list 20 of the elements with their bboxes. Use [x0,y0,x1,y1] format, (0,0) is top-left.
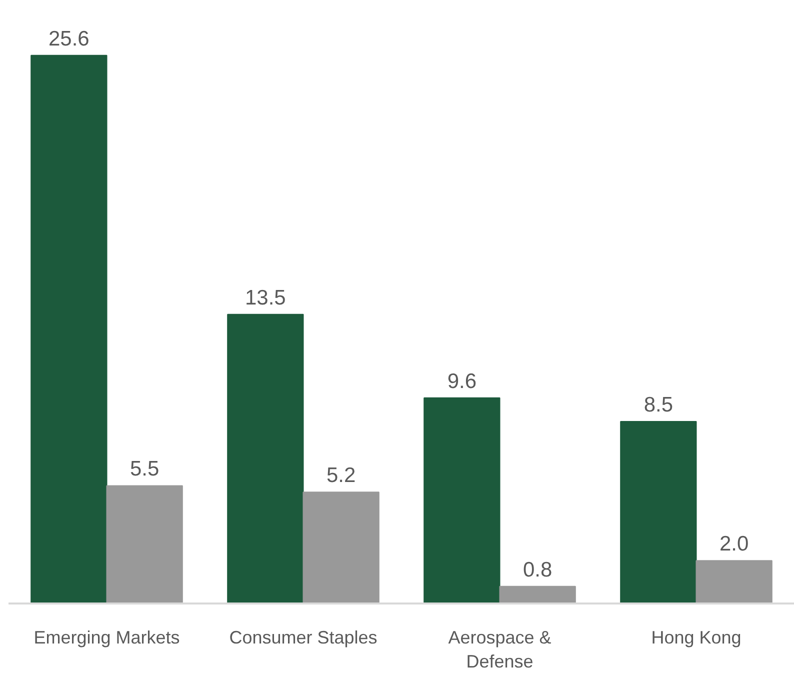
x-tick-label: Aerospace & Defense [448,628,552,672]
bar [302,492,380,604]
data-label: 25.6 [48,27,90,50]
data-label: 9.6 [447,370,477,393]
bar [227,314,304,604]
x-tick-label: Hong Kong [651,628,742,648]
data-label: 13.5 [244,286,286,310]
x-tick-label: Consumer Staples [229,628,378,648]
data-label: 5.5 [130,458,160,481]
bar [106,485,183,604]
x-tick-label: Emerging Markets [34,628,180,648]
data-label: 5.2 [326,464,356,488]
bar [499,586,576,604]
data-label: 0.8 [522,558,552,582]
bar [424,397,500,604]
bar [620,420,697,604]
bar [696,560,772,604]
data-label: 2.0 [719,532,749,556]
data-label: 8.5 [644,393,674,416]
bar [30,54,108,604]
